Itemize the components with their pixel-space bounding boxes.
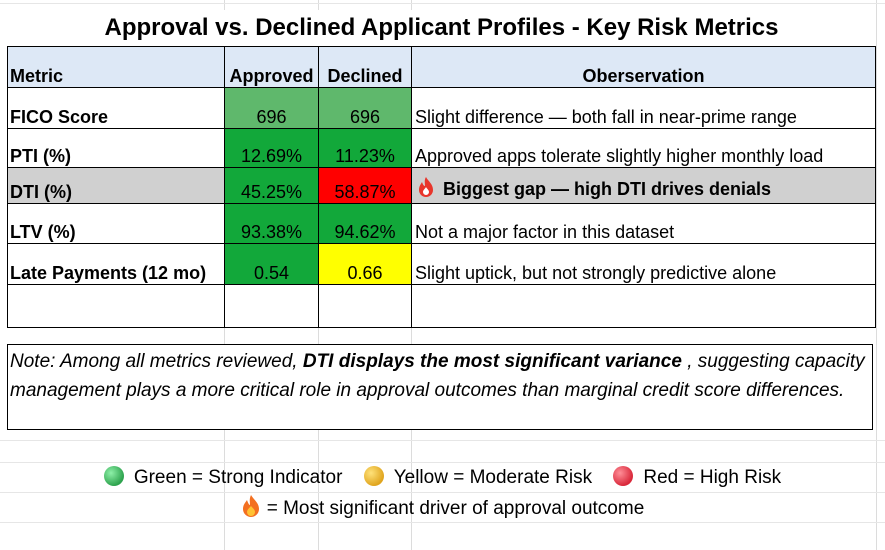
empty-cell[interactable] [318,284,412,328]
table-row: Late Payments (12 mo) 0.54 0.66 Slight u… [7,243,876,285]
declined-cell[interactable]: 0.66 [318,243,412,285]
observation-text: Biggest gap — high DTI drives denials [443,179,772,199]
note-suffix: , suggesting capacity management plays a… [10,351,865,401]
header-declined[interactable]: Declined [318,46,412,88]
approved-cell[interactable]: 0.54 [224,243,319,285]
metric-cell[interactable]: FICO Score [7,87,225,129]
metric-cell[interactable]: Late Payments (12 mo) [7,243,225,285]
fire-legend: = Most significant driver of approval ou… [0,494,885,527]
approved-cell[interactable]: 45.25% [224,167,319,204]
observation-cell[interactable]: Slight uptick, but not strongly predicti… [411,243,876,285]
declined-cell[interactable]: 696 [318,87,412,129]
observation-cell[interactable]: Approved apps tolerate slightly higher m… [411,128,876,168]
note-box[interactable]: Note: Among all metrics reviewed, DTI di… [7,344,873,430]
table-row: FICO Score 696 696 Slight difference — b… [7,87,876,129]
table-header-row: Metric Approved Declined Oberservation [7,46,876,88]
metric-cell[interactable]: DTI (%) [7,167,225,204]
approved-cell[interactable]: 696 [224,87,319,129]
declined-cell[interactable]: 11.23% [318,128,412,168]
metric-cell[interactable]: PTI (%) [7,128,225,168]
legend-yellow: Yellow = Moderate Risk [393,467,593,488]
page-title: Approval vs. Declined Applicant Profiles… [8,10,875,46]
header-approved[interactable]: Approved [224,46,319,88]
declined-cell[interactable]: 58.87% [318,167,412,204]
empty-cell[interactable] [224,284,319,328]
legend-fire: = Most significant driver of approval ou… [266,498,645,519]
red-circle-icon [613,466,634,486]
empty-cell[interactable] [7,284,225,328]
approved-cell[interactable]: 12.69% [224,128,319,168]
declined-cell[interactable]: 94.62% [318,203,412,244]
header-metric[interactable]: Metric [7,46,225,88]
fire-icon [241,494,261,527]
observation-cell[interactable]: Slight difference — both fall in near-pr… [411,87,876,129]
legend-green: Green = Strong Indicator [133,467,343,488]
metric-cell[interactable]: LTV (%) [7,203,225,244]
note-prefix: Note: Among all metrics reviewed, [10,351,303,372]
empty-cell[interactable] [411,284,876,328]
approved-cell[interactable]: 93.38% [224,203,319,244]
legend-red: Red = High Risk [643,467,782,488]
note-emphasis: DTI displays the most significant varian… [302,351,682,372]
table-row: DTI (%) 45.25% 58.87% Biggest gap — high… [7,167,876,204]
observation-cell[interactable]: Biggest gap — high DTI drives denials [411,167,876,204]
yellow-circle-icon [363,466,384,486]
table-row: PTI (%) 12.69% 11.23% Approved apps tole… [7,128,876,168]
table-row-empty [7,284,876,328]
fire-icon [417,176,435,203]
header-observation[interactable]: Oberservation [411,46,876,88]
color-legend: Green = Strong Indicator Yellow = Modera… [0,464,885,492]
metrics-table: Metric Approved Declined Oberservation F… [7,46,876,328]
green-circle-icon [103,466,124,486]
table-row: LTV (%) 93.38% 94.62% Not a major factor… [7,203,876,244]
observation-cell[interactable]: Not a major factor in this dataset [411,203,876,244]
